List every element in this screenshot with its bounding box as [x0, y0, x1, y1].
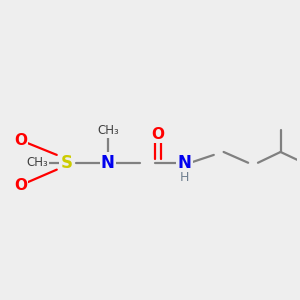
Text: N: N [177, 154, 191, 172]
Text: H: H [180, 171, 189, 184]
Text: CH₃: CH₃ [97, 124, 119, 137]
Text: N: N [101, 154, 115, 172]
Text: CH₃: CH₃ [26, 156, 48, 169]
Text: S: S [61, 154, 73, 172]
Text: O: O [14, 133, 27, 148]
Text: O: O [152, 127, 164, 142]
Text: O: O [14, 178, 27, 193]
